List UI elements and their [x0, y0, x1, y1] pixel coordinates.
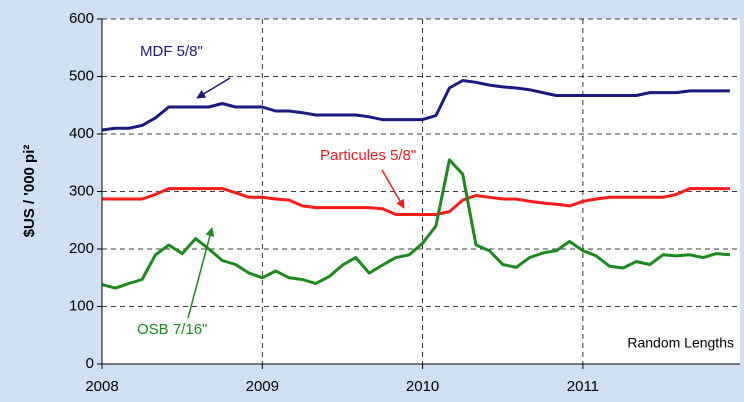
y-tick-label: 100: [69, 297, 94, 314]
source: Random Lengths: [627, 335, 734, 351]
x-tick-label: 2008: [85, 378, 118, 395]
y-tick-label: 400: [69, 125, 94, 142]
series-line: [102, 187, 730, 216]
series-line: [101, 79, 730, 132]
y-axis-label: $US / '000 pi²: [21, 145, 38, 238]
y-tick-label: 500: [69, 67, 94, 84]
series-label: OSB 7/16": [137, 321, 207, 338]
x-tick-label: 2009: [246, 378, 279, 395]
x-tick-label: 2011: [567, 378, 599, 395]
x-tick-label: 2010: [406, 378, 439, 395]
series-label: MDF 5/8": [140, 43, 203, 60]
y-tick-label: 300: [69, 182, 94, 199]
y-tick-label: 200: [69, 240, 94, 257]
series-label: Particules 5/8": [320, 147, 416, 164]
y-tick-label: 0: [86, 355, 94, 372]
y-tick-label: 600: [69, 10, 94, 27]
arrow: [381, 169, 405, 209]
arrow: [196, 77, 231, 99]
arrow: [187, 227, 215, 319]
